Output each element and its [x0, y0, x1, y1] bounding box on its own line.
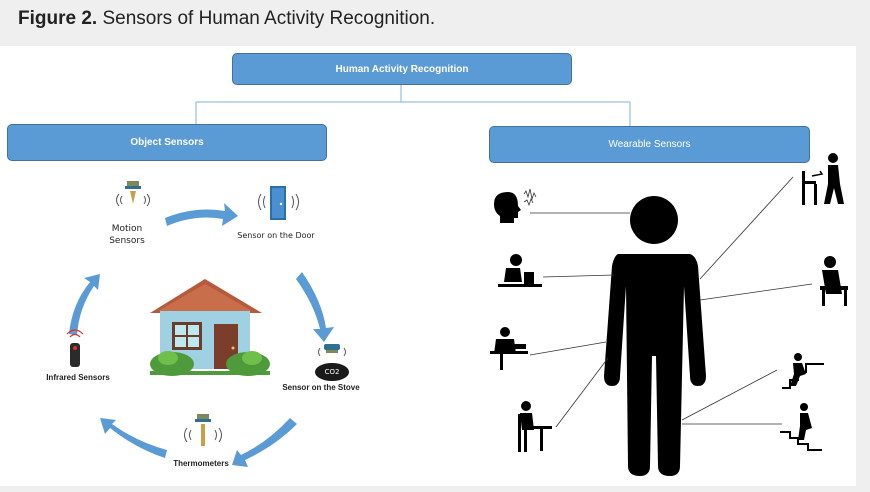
root-box: Human Activity Recognition [232, 53, 572, 85]
motion-sensor-icon [116, 181, 150, 207]
thermometers-label: Thermometers [173, 459, 229, 468]
motion-label-line1: Motion [111, 224, 143, 234]
arrow-stove-to-thermo [232, 418, 297, 467]
stairs-down-icon [780, 403, 822, 451]
stairs-up-icon [782, 353, 824, 389]
motion-sensors-label: Motion Sensors [97, 223, 157, 247]
co2-label: CO2 [324, 368, 340, 376]
arrow-thermo-to-infrared [100, 418, 167, 458]
activity-icons-left [490, 188, 552, 452]
arrow-door-to-stove [296, 272, 334, 342]
activity-icons-right [780, 153, 848, 451]
tree-connectors [195, 84, 631, 126]
figure-caption: Figure 2. Sensors of Human Activity Reco… [18, 8, 435, 30]
stove-sensor-icon [315, 344, 349, 381]
arrow-motion-to-door [165, 203, 238, 226]
activity-connectors [529, 176, 813, 428]
infrared-sensors-label: Infrared Sensors [46, 373, 110, 382]
wearable-sensors-box: Wearable Sensors [489, 126, 810, 163]
door-sensor-icon [258, 186, 299, 220]
diagram-graphics [66, 84, 848, 476]
sitting-at-table-icon [518, 401, 552, 452]
arrow-infrared-to-motion [69, 274, 100, 335]
house-illustration [150, 279, 270, 376]
stove-sensor-label: Sensor on the Stove [282, 383, 360, 392]
seated-person-icon [820, 256, 848, 306]
cycle-arrows [69, 203, 334, 467]
human-silhouette [604, 196, 706, 476]
sit-to-stand-icon [802, 153, 844, 205]
desk-worker-icon [498, 254, 542, 287]
motion-label-line2: Sensors [109, 236, 145, 246]
figure-panel: Human Activity Recognition Object Sensor… [0, 46, 856, 486]
thermometer-icon [184, 414, 222, 446]
infrared-sensor-icon [66, 329, 84, 367]
talking-head-icon [494, 192, 521, 223]
door-sensor-label: Sensor on the Door [237, 231, 315, 240]
figure-number: Figure 2. [18, 8, 98, 29]
figure-title: Sensors of Human Activity Recognition. [102, 8, 436, 29]
object-sensors-box: Object Sensors [7, 124, 327, 161]
cooking-icon [490, 327, 528, 370]
